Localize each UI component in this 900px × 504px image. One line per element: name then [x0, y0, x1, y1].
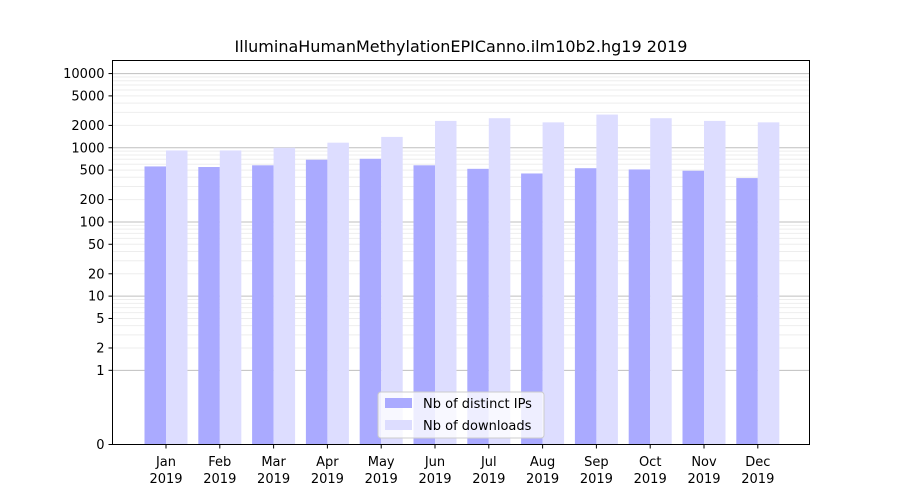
x-tick-label-year: 2019 — [365, 472, 398, 487]
legend-swatch-distinct-ips — [385, 398, 412, 408]
plot-frame — [112, 60, 810, 445]
x-tick-label-month: Oct — [639, 455, 661, 470]
bar-distinct-ips-oct — [628, 169, 651, 445]
legend-swatch-downloads — [385, 420, 412, 430]
x-tick-label-year: 2019 — [149, 472, 182, 487]
x-tick-label-year: 2019 — [526, 472, 559, 487]
bar-downloads-may — [381, 136, 403, 445]
x-tick-label-month: May — [368, 455, 395, 470]
bar-distinct-ips-dec — [736, 178, 758, 445]
bar-downloads-jun — [435, 120, 457, 445]
x-tick-label-month: Apr — [316, 455, 339, 470]
y-tick-label: 1 — [96, 364, 104, 379]
x-tick-label-year: 2019 — [580, 472, 613, 487]
bar-downloads-sep — [596, 114, 618, 445]
legend-label-downloads: Nb of downloads — [423, 419, 532, 434]
x-tick-label-month: Jun — [424, 455, 445, 470]
x-axis: Jan 2019 Feb 2019 Mar 2019 Apr 2019 May 2019 Jun 20… — [149, 444, 774, 487]
bar-downloads-aug — [542, 122, 565, 445]
y-tick-label: 1000 — [71, 141, 104, 156]
x-tick-label-month: Jan — [155, 455, 176, 470]
x-tick-label-month: Feb — [208, 455, 231, 470]
y-tick-label: 5 — [96, 312, 104, 327]
bar-distinct-ips-feb — [198, 167, 220, 445]
x-tick-label-year: 2019 — [311, 472, 344, 487]
bar-distinct-ips-jul — [467, 168, 489, 445]
bar-downloads-mar — [273, 147, 296, 445]
bars — [144, 114, 780, 445]
x-tick-label-year: 2019 — [634, 472, 667, 487]
bar-downloads-oct — [650, 118, 672, 445]
bar-distinct-ips-apr — [305, 159, 328, 445]
y-tick-label: 50 — [88, 238, 105, 253]
y-tick-label: 10000 — [63, 67, 104, 82]
x-tick-label-month: Mar — [261, 455, 286, 470]
y-tick-label: 2 — [96, 341, 104, 356]
y-tick-label: 100 — [80, 215, 105, 230]
x-tick-label-year: 2019 — [257, 472, 290, 487]
bar-downloads-nov — [704, 120, 726, 445]
y-tick-label: 5000 — [71, 89, 104, 104]
y-axis: 0 1 2 5 10 20 50 100 200 500 1000 2000 5000 10000 — [63, 67, 113, 453]
bar-distinct-ips-jun — [413, 165, 435, 445]
legend-label-distinct-ips: Nb of distinct IPs — [423, 397, 532, 412]
bar-distinct-ips-jan — [144, 166, 166, 445]
bar-downloads-feb — [219, 150, 242, 445]
x-tick-label-year: 2019 — [741, 472, 774, 487]
x-tick-label-year: 2019 — [418, 472, 451, 487]
chart-title: IlluminaHumanMethylationEPICanno.ilm10b2… — [235, 37, 688, 56]
x-tick-label-month: Sep — [584, 455, 609, 470]
bar-downloads-apr — [327, 142, 349, 445]
x-tick-label-month: Dec — [745, 455, 770, 470]
y-tick-label: 10 — [88, 290, 105, 305]
bar-distinct-ips-nov — [682, 170, 704, 445]
x-tick-label-year: 2019 — [472, 472, 505, 487]
legend-box — [377, 391, 545, 439]
y-tick-label: 2000 — [71, 119, 104, 134]
x-tick-label-year: 2019 — [687, 472, 720, 487]
y-tick-label: 500 — [80, 164, 105, 179]
y-tick-label: 0 — [96, 438, 104, 453]
bar-downloads-jul — [488, 118, 511, 445]
x-tick-label-month: Aug — [530, 455, 555, 470]
bar-distinct-ips-aug — [521, 173, 543, 445]
y-tick-label: 20 — [88, 267, 105, 282]
x-tick-label-year: 2019 — [203, 472, 236, 487]
x-tick-label-month: Nov — [691, 455, 717, 470]
bar-downloads-dec — [757, 122, 780, 445]
y-tick-label: 200 — [80, 193, 105, 208]
bar-distinct-ips-mar — [252, 165, 274, 445]
bar-distinct-ips-may — [359, 158, 382, 445]
bar-distinct-ips-sep — [574, 168, 597, 445]
x-tick-label-month: Jul — [480, 455, 497, 470]
legend: Nb of distinct IPs Nb of downloads — [377, 391, 545, 439]
bar-downloads-jan — [166, 150, 188, 445]
